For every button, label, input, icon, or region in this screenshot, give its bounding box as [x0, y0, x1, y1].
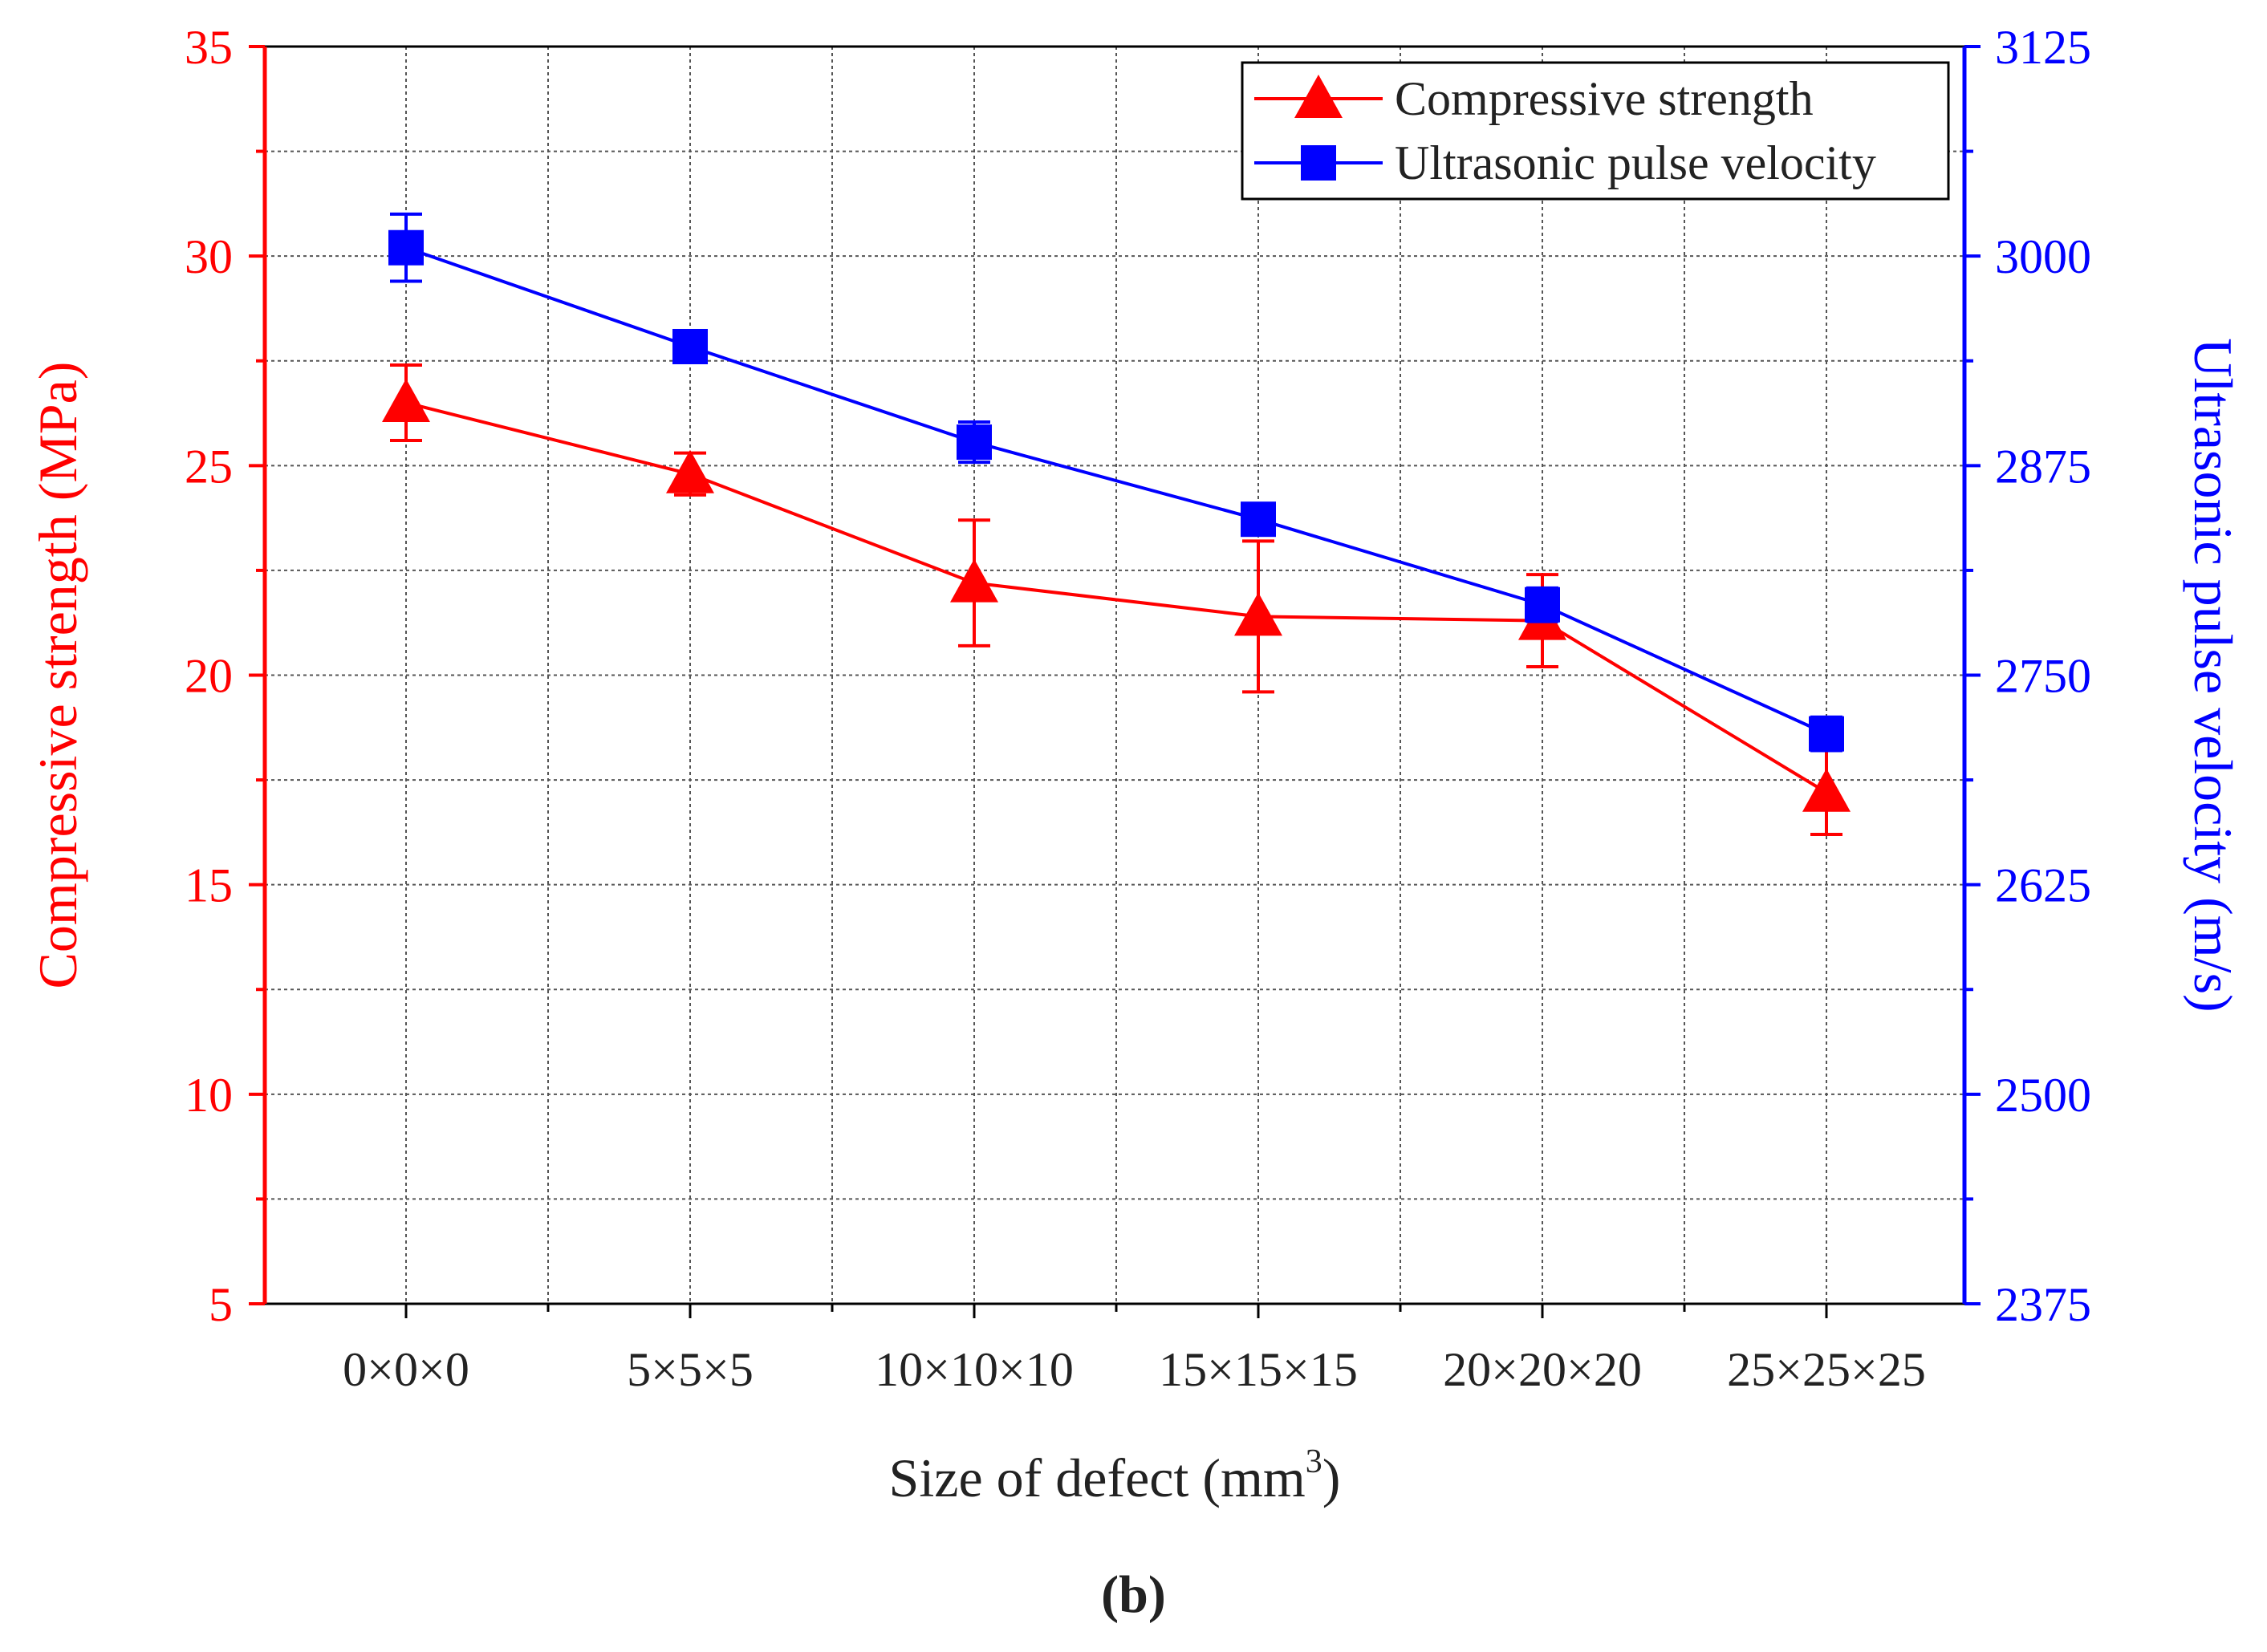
right-y-tick-label: 2625 [1995, 859, 2091, 912]
data-point-triangle [382, 378, 430, 422]
x-tick-label: 20×20×20 [1443, 1343, 1642, 1396]
legend-marker-square [1301, 145, 1336, 181]
right-y-tick-label: 2375 [1995, 1278, 2091, 1331]
legend-label: Ultrasonic pulse velocity [1395, 136, 1876, 189]
right-y-tick-label: 2875 [1995, 440, 2091, 493]
left-y-tick-label: 15 [185, 859, 233, 912]
right-y-tick-label: 2750 [1995, 650, 2091, 703]
right-y-tick-label: 3000 [1995, 230, 2091, 283]
x-tick-label: 5×5×5 [627, 1343, 754, 1396]
x-tick-label: 0×0×0 [343, 1343, 469, 1396]
left-y-tick-label: 10 [185, 1069, 233, 1122]
left-y-tick-label: 35 [185, 21, 233, 74]
right-y-axis-title: Ultrasonic pulse velocity (m/s) [2183, 338, 2244, 1012]
data-point-square [1809, 716, 1844, 752]
x-axis-title: Size of defect (mm3) [889, 1443, 1341, 1508]
left-y-tick-label: 20 [185, 650, 233, 703]
legend-marker-triangle [1294, 75, 1343, 118]
panel-label: (b) [1101, 1565, 1166, 1624]
data-point-triangle [950, 558, 998, 603]
data-point-square [1241, 501, 1276, 538]
series-line-square [405, 246, 1827, 736]
series-line-triangle [405, 401, 1828, 794]
legend-box [1241, 61, 1950, 201]
left-y-tick-label: 25 [185, 440, 233, 493]
x-tick-label: 25×25×25 [1727, 1343, 1926, 1396]
data-point-triangle [1234, 592, 1282, 636]
data-point-square [957, 424, 992, 461]
data-point-square [672, 328, 708, 364]
left-y-tick-label: 5 [209, 1278, 233, 1331]
x-tick-label: 15×15×15 [1159, 1343, 1358, 1396]
left-y-axis-title: Compressive strength (MPa) [27, 362, 88, 989]
data-point-square [1525, 587, 1560, 623]
data-point-square [388, 229, 424, 266]
right-y-tick-label: 3125 [1995, 21, 2091, 74]
left-y-tick-label: 30 [185, 230, 233, 283]
x-tick-label: 10×10×10 [875, 1343, 1074, 1396]
right-y-tick-label: 2500 [1995, 1069, 2091, 1122]
legend-label: Compressive strength [1395, 72, 1814, 125]
data-point-triangle [1802, 768, 1851, 812]
data-point-triangle [666, 449, 714, 493]
